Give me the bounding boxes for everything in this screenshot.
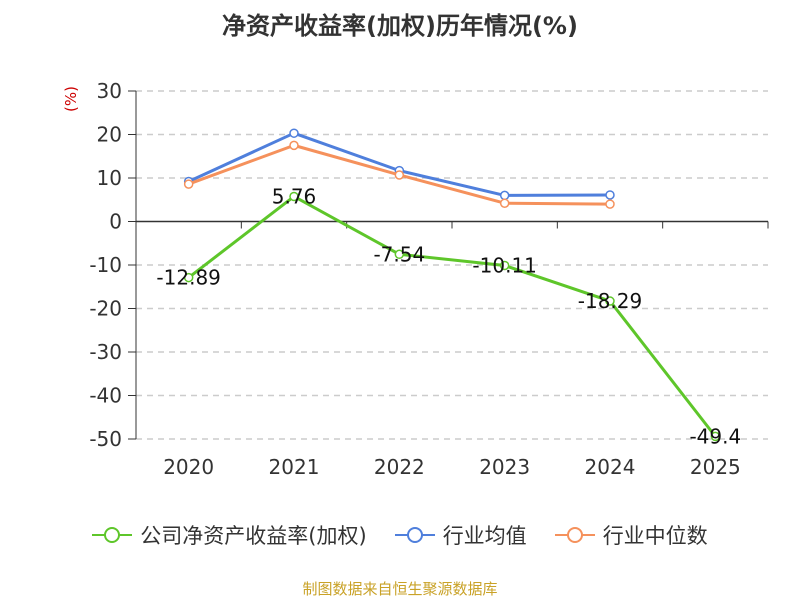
data-point xyxy=(605,199,615,209)
x-tick-label: 2021 xyxy=(269,455,320,479)
legend-marker-industry-median-icon xyxy=(554,527,595,543)
x-tick-label: 2024 xyxy=(585,455,636,479)
data-point xyxy=(499,198,510,208)
y-tick-label: -40 xyxy=(89,384,122,408)
y-tick-label: -50 xyxy=(89,427,122,451)
legend: 公司净资产收益率(加权) 行业均值 行业中位数 xyxy=(0,520,800,550)
data-point xyxy=(289,191,299,202)
data-point xyxy=(289,140,299,151)
x-tick-label: 2025 xyxy=(690,455,741,479)
chart-title: 净资产收益率(加权)历年情况(%) xyxy=(222,12,578,40)
data-point xyxy=(394,170,405,180)
y-tick-label: 20 xyxy=(97,123,122,147)
legend-item-industry-mean[interactable]: 行业均值 xyxy=(394,520,527,550)
y-tick-label: -20 xyxy=(89,297,122,321)
source-footer: 制图数据来自恒生聚源数据库 xyxy=(302,580,498,598)
legend-marker-company-roe-icon xyxy=(92,527,133,543)
data-point xyxy=(605,190,615,200)
legend-item-industry-median[interactable]: 行业中位数 xyxy=(554,520,708,550)
data-label: -18.29 xyxy=(578,289,642,313)
x-tick-label: 2023 xyxy=(479,455,530,479)
series-line-1 xyxy=(187,131,612,197)
data-label: -12.89 xyxy=(156,266,220,290)
y-tick-label: -30 xyxy=(89,340,122,364)
data-point xyxy=(499,190,510,201)
data-label: -10.11 xyxy=(472,253,536,277)
data-point xyxy=(183,272,194,283)
data-label: 5.76 xyxy=(272,184,317,208)
data-point xyxy=(183,179,194,189)
y-axis-unit-label: (%) xyxy=(62,86,80,112)
legend-label-company-roe: 公司净资产收益率(加权) xyxy=(140,524,367,548)
x-tick-label: 2020 xyxy=(163,455,214,479)
legend-marker-industry-mean-icon xyxy=(394,527,435,543)
data-point xyxy=(499,260,510,271)
y-tick-label: 0 xyxy=(109,210,122,234)
data-label: -7.54 xyxy=(373,242,425,266)
data-point xyxy=(710,431,721,442)
legend-label-industry-median: 行业中位数 xyxy=(602,524,708,548)
legend-item-company-roe[interactable]: 公司净资产收益率(加权) xyxy=(92,520,367,550)
data-point xyxy=(289,128,299,138)
y-tick-label: -10 xyxy=(89,253,122,277)
data-label: -49.4 xyxy=(689,424,741,448)
y-tick-label: 30 xyxy=(97,79,122,103)
series-line-0 xyxy=(187,194,717,438)
data-point xyxy=(605,296,615,306)
legend-label-industry-mean: 行业均值 xyxy=(442,524,527,548)
data-point xyxy=(394,249,405,260)
x-tick-label: 2022 xyxy=(374,455,425,479)
y-tick-label: 10 xyxy=(97,166,122,190)
